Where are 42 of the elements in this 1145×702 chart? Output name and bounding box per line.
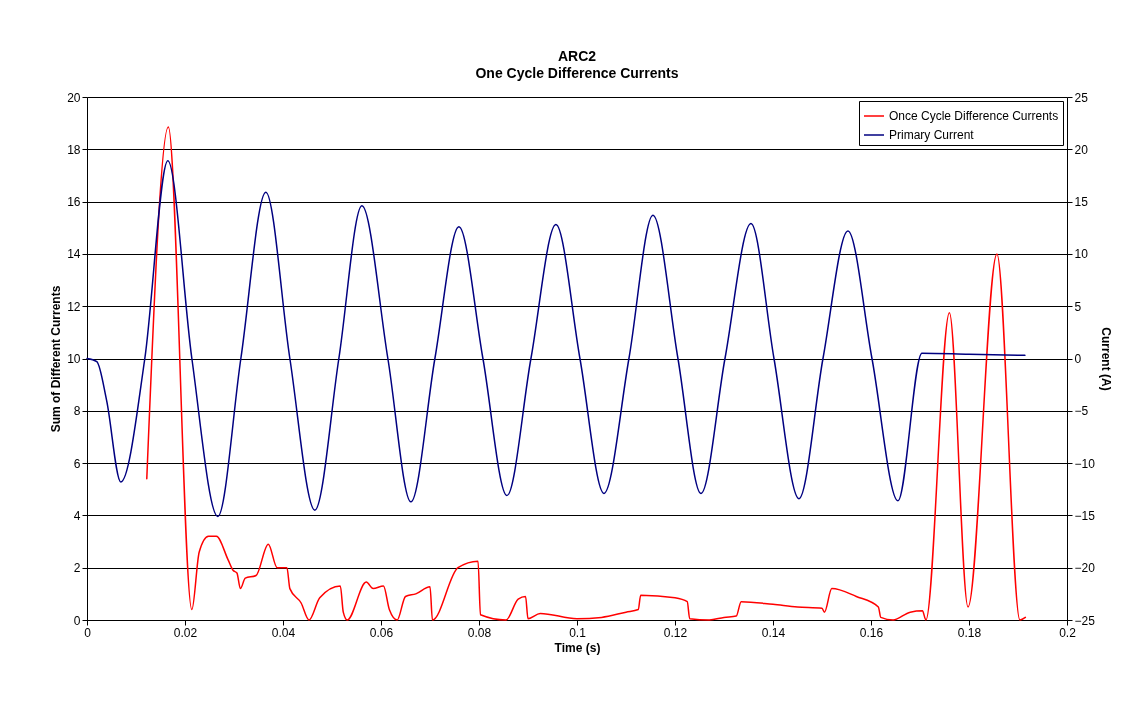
x-axis-title: Time (s) [554,640,601,655]
y2-tick-label: −20 [1074,561,1096,576]
x-tick-label: 0.06 [369,625,394,640]
x-tick-label: 0.18 [957,625,982,640]
y-tick-label: 2 [73,561,81,576]
y-tick-label: 6 [73,456,81,471]
y-tick-label: 16 [67,195,81,210]
y-tick-label: 18 [67,142,81,157]
y-tick-label: 8 [73,404,81,419]
x-tick-label: 0.1 [569,625,587,640]
y2-tick-label: −15 [1074,508,1096,523]
legend-label: Primary Current [889,128,975,142]
y2-tick-label: −10 [1074,456,1096,471]
y-tick-label: 4 [73,508,81,523]
line-series [146,126,1027,621]
y2-tick-label: 15 [1074,195,1089,210]
x-tick-label: 0.12 [663,625,688,640]
y-tick-label: 20 [67,90,81,105]
y-tick-label: 0 [73,613,81,628]
x-tick-label: 0.14 [761,625,786,640]
y-axis-title: Sum of Different Currents [49,285,64,433]
y2-axis-title: Current (A) [1098,327,1113,391]
line-series [86,160,1026,518]
y-tick-label: 12 [67,299,81,314]
x-tick-label: 0.02 [173,625,198,640]
chart-subtitle: One Cycle Difference Currents [475,65,679,81]
x-tick-label: 0.04 [271,625,296,640]
y2-tick-label: 10 [1074,247,1089,262]
y2-tick-label: −25 [1074,613,1096,628]
x-tick-label: 0.08 [467,625,492,640]
y2-tick-label: 20 [1074,142,1089,157]
x-tick-label: 0 [84,625,92,640]
y2-tick-label: 5 [1074,299,1082,314]
y2-tick-label: −5 [1074,404,1089,419]
x-tick-label: 0.2 [1059,625,1077,640]
x-tick-label: 0.16 [859,625,884,640]
legend-label: Once Cycle Difference Currents [889,109,1059,123]
y2-tick-label: 0 [1074,352,1082,366]
y-tick-label: 10 [67,352,81,366]
y-tick-label: 14 [67,247,81,262]
chart-title: ARC2 [557,48,597,64]
y2-tick-label: 25 [1074,90,1089,105]
